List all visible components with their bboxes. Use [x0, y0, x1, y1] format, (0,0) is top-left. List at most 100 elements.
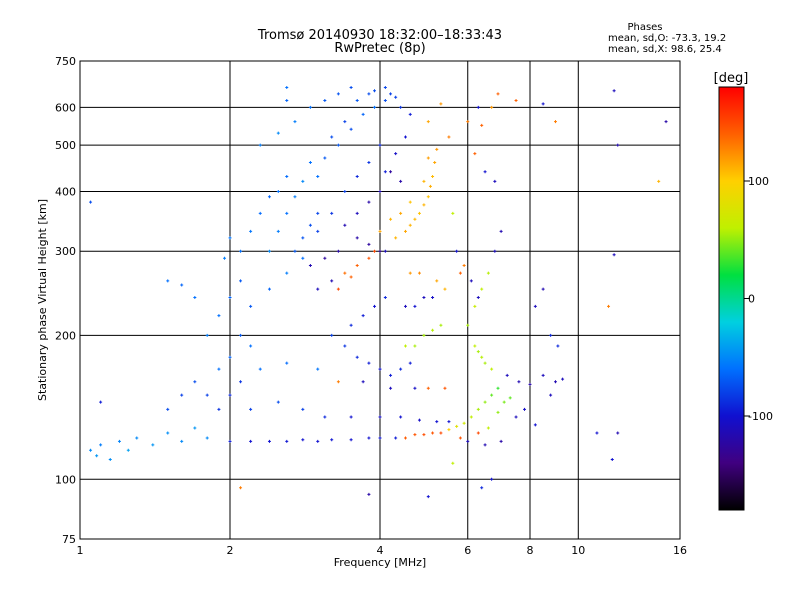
- data-point: [249, 229, 253, 233]
- data-point: [610, 457, 614, 461]
- data-point: [239, 333, 243, 337]
- data-point: [193, 380, 197, 384]
- data-point: [403, 304, 407, 308]
- data-point: [285, 361, 289, 365]
- y-tick-label: 500: [55, 139, 76, 152]
- data-point: [301, 256, 305, 260]
- y-tick-labels: 75 100 200 300 400 500 600 750: [55, 55, 76, 546]
- data-point: [180, 283, 184, 287]
- data-point: [276, 229, 280, 233]
- data-point: [135, 436, 139, 440]
- data-point: [276, 189, 280, 193]
- data-point: [483, 400, 487, 404]
- data-point: [490, 367, 494, 371]
- data-point: [426, 495, 430, 499]
- data-point: [399, 105, 403, 109]
- data-point: [285, 211, 289, 215]
- data-point: [378, 189, 382, 193]
- data-point: [389, 217, 393, 221]
- data-point: [193, 426, 197, 430]
- data-point: [561, 377, 565, 381]
- data-point: [95, 454, 99, 458]
- data-point: [267, 249, 271, 253]
- data-point: [408, 223, 412, 227]
- data-point: [330, 438, 334, 442]
- data-point: [349, 86, 353, 90]
- data-point: [514, 99, 518, 103]
- data-point: [378, 436, 382, 440]
- data-point: [316, 287, 320, 291]
- data-point: [417, 418, 421, 422]
- data-point: [180, 393, 184, 397]
- data-point: [413, 433, 417, 437]
- data-point: [486, 271, 490, 275]
- data-point: [466, 120, 470, 124]
- data-point: [151, 443, 155, 447]
- data-point: [439, 102, 443, 106]
- colorbar-ticks: 100 0 -100: [744, 175, 773, 423]
- data-point: [480, 287, 484, 291]
- data-point: [433, 160, 437, 164]
- data-point: [308, 264, 312, 268]
- colorbar: [718, 86, 745, 511]
- data-point: [499, 229, 503, 233]
- data-point: [403, 344, 407, 348]
- data-point: [323, 256, 327, 260]
- data-point: [476, 431, 480, 435]
- data-point: [612, 89, 616, 93]
- data-point: [399, 179, 403, 183]
- data-point: [466, 439, 470, 443]
- data-point: [490, 477, 494, 481]
- colorbar-label: [deg]: [714, 71, 749, 86]
- data-point: [439, 431, 443, 435]
- chart-subtitle: RwPretec (8p): [334, 41, 425, 56]
- x-tick-label: 6: [464, 544, 471, 557]
- data-point: [126, 448, 130, 452]
- data-point: [394, 95, 398, 99]
- y-tick-label: 750: [55, 55, 76, 68]
- data-point: [308, 223, 312, 227]
- data-point: [336, 249, 340, 253]
- data-point: [293, 120, 297, 124]
- data-point: [426, 195, 430, 199]
- data-point: [367, 160, 371, 164]
- data-point: [422, 296, 426, 300]
- data-point: [89, 448, 93, 452]
- x-tick-label: 16: [673, 544, 687, 557]
- data-point: [455, 249, 459, 253]
- data-point: [431, 431, 435, 435]
- data-point: [249, 439, 253, 443]
- colorbar-tick-label: 100: [748, 175, 769, 188]
- data-point: [330, 333, 334, 337]
- data-point: [323, 156, 327, 160]
- data-point: [217, 367, 221, 371]
- data-point: [378, 249, 382, 253]
- y-tick-label: 200: [55, 329, 76, 342]
- data-point: [417, 271, 421, 275]
- data-point: [403, 135, 407, 139]
- data-point: [180, 439, 184, 443]
- data-point: [367, 492, 371, 496]
- data-point: [549, 393, 553, 397]
- data-point: [336, 92, 340, 96]
- data-point: [205, 436, 209, 440]
- data-point: [316, 211, 320, 215]
- data-point: [285, 174, 289, 178]
- data-point: [293, 249, 297, 253]
- data-point: [458, 436, 462, 440]
- data-point: [355, 264, 359, 268]
- data-point: [217, 314, 221, 318]
- data-point: [355, 211, 359, 215]
- data-point: [462, 421, 466, 425]
- data-point: [166, 431, 170, 435]
- data-point: [399, 415, 403, 419]
- data-point: [443, 287, 447, 291]
- data-point: [239, 249, 243, 253]
- data-point: [373, 304, 377, 308]
- data-point: [458, 271, 462, 275]
- x-tick-label: 2: [227, 544, 234, 557]
- data-point: [595, 431, 599, 435]
- data-point: [383, 249, 387, 253]
- data-point: [505, 373, 509, 377]
